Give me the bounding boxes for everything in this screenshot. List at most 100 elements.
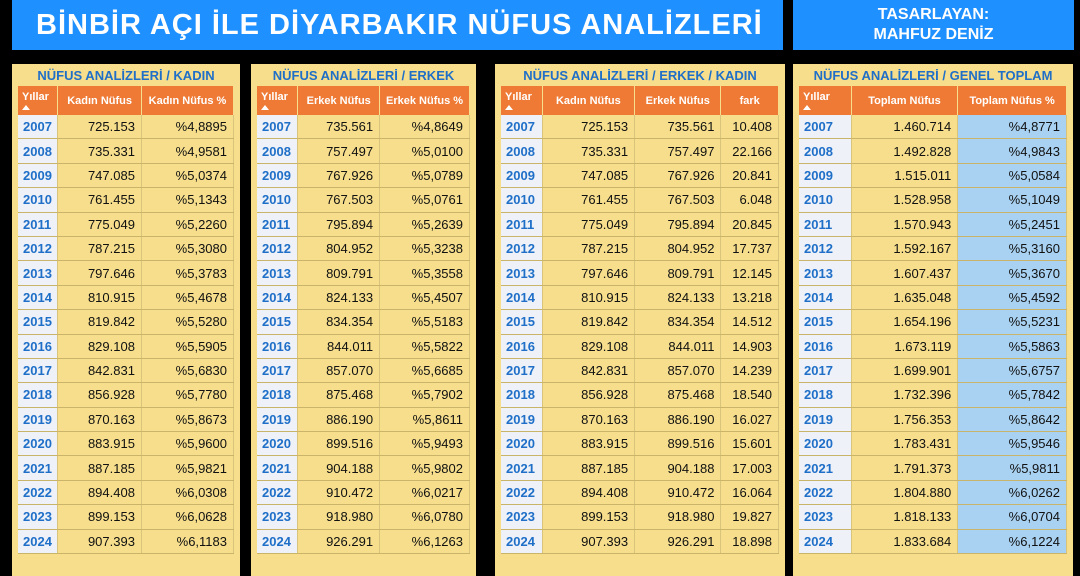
value-cell: 725.153 — [57, 115, 142, 140]
table-row: 2024 907.393 926.291 18.898 — [501, 529, 779, 555]
year-cell: 2017 — [799, 358, 852, 384]
year-cell: 2015 — [799, 309, 852, 335]
column-header[interactable]: Erkek Nüfus % — [379, 86, 470, 115]
value-cell: %6,0780 — [379, 504, 470, 530]
table-row: 2010 1.528.958 %5,1049 — [799, 187, 1067, 213]
column-header[interactable]: Kadın Nüfus — [57, 86, 142, 115]
value-cell: 857.070 — [297, 358, 381, 384]
year-cell: 2010 — [257, 187, 299, 213]
year-cell: 2011 — [18, 212, 59, 237]
sort-arrow-icon[interactable] — [22, 105, 30, 110]
year-cell: 2011 — [501, 212, 543, 237]
value-cell: 19.827 — [720, 504, 779, 530]
value-cell: 1.673.119 — [851, 334, 959, 359]
table-row: 2018 1.732.396 %5,7842 — [799, 382, 1067, 408]
percent-bar-cell: %5,5863 — [957, 334, 1067, 359]
value-cell: 747.085 — [542, 163, 636, 189]
table-row: 2008 1.492.828 %4,9843 — [799, 138, 1067, 164]
year-cell: 2017 — [18, 358, 59, 384]
table-row: 2024 1.833.684 %6,1224 — [799, 529, 1067, 555]
table-row: 2010 767.503 %5,0761 — [257, 187, 470, 213]
table-row: 2022 910.472 %6,0217 — [257, 480, 470, 506]
table-row: 2013 797.646 809.791 12.145 — [501, 260, 779, 286]
column-header[interactable]: Yıllar — [257, 86, 299, 115]
value-cell: %6,0628 — [141, 504, 235, 530]
table-row: 2014 824.133 %5,4507 — [257, 285, 470, 311]
year-cell: 2023 — [501, 504, 543, 530]
value-cell: 1.833.684 — [851, 529, 959, 555]
column-header[interactable]: fark — [720, 86, 779, 115]
value-cell: 844.011 — [297, 334, 381, 359]
percent-bar-cell: %5,3670 — [957, 260, 1067, 286]
value-cell: 797.646 — [542, 260, 636, 286]
value-cell: %5,1343 — [141, 187, 235, 213]
year-cell: 2011 — [799, 212, 852, 237]
value-cell: 761.455 — [542, 187, 636, 213]
value-cell: %5,3238 — [379, 236, 470, 262]
value-cell: 22.166 — [720, 138, 779, 164]
year-cell: 2007 — [501, 115, 543, 140]
table-row: 2017 842.831 %5,6830 — [18, 358, 235, 384]
column-header[interactable]: Toplam Nüfus — [851, 86, 959, 115]
value-cell: 918.980 — [634, 504, 722, 530]
table-row: 2012 787.215 804.952 17.737 — [501, 236, 779, 262]
value-cell: 887.185 — [57, 455, 142, 481]
year-cell: 2019 — [501, 407, 543, 433]
column-header[interactable]: Erkek Nüfus — [297, 86, 381, 115]
year-cell: 2021 — [799, 455, 852, 481]
value-cell: 1.460.714 — [851, 115, 959, 140]
sort-arrow-icon[interactable] — [803, 105, 811, 110]
column-header-label: Erkek Nüfus — [645, 94, 710, 107]
value-cell: 797.646 — [57, 260, 142, 286]
year-cell: 2011 — [257, 212, 299, 237]
year-cell: 2014 — [501, 285, 543, 311]
column-header-label: Toplam Nüfus % — [969, 94, 1055, 107]
sort-arrow-icon[interactable] — [505, 105, 513, 110]
year-cell: 2014 — [18, 285, 59, 311]
year-cell: 2018 — [18, 382, 59, 408]
column-header-label: fark — [739, 94, 760, 107]
percent-bar-cell: %4,8771 — [957, 115, 1067, 140]
table-row: 2016 844.011 %5,5822 — [257, 334, 470, 359]
value-cell: %5,9493 — [379, 431, 470, 457]
column-header[interactable]: Yıllar — [501, 86, 543, 115]
value-cell: 1.635.048 — [851, 285, 959, 311]
value-cell: %5,7780 — [141, 382, 235, 408]
value-cell: 875.468 — [297, 382, 381, 408]
value-cell: 1.654.196 — [851, 309, 959, 335]
value-cell: %4,8649 — [379, 115, 470, 140]
panel-title: NÜFUS ANALİZLERİ / KADIN — [37, 68, 215, 83]
table-row: 2015 819.842 %5,5280 — [18, 309, 235, 335]
table-row: 2023 899.153 %6,0628 — [18, 504, 235, 530]
value-cell: %5,8611 — [379, 407, 470, 433]
value-cell: 904.188 — [297, 455, 381, 481]
column-header-label: Yıllar — [22, 91, 49, 103]
value-cell: 17.003 — [720, 455, 779, 481]
column-header[interactable]: Kadın Nüfus % — [141, 86, 235, 115]
value-cell: 887.185 — [542, 455, 636, 481]
value-cell: 767.503 — [297, 187, 381, 213]
column-header[interactable]: Erkek Nüfus — [634, 86, 722, 115]
column-header[interactable]: Toplam Nüfus % — [957, 86, 1067, 115]
year-cell: 2010 — [501, 187, 543, 213]
value-cell: 894.408 — [57, 480, 142, 506]
table-row: 2010 761.455 767.503 6.048 — [501, 187, 779, 213]
year-cell: 2015 — [257, 309, 299, 335]
column-header-label: Kadın Nüfus — [555, 94, 621, 107]
column-header[interactable]: Yıllar — [18, 86, 59, 115]
value-cell: 894.408 — [542, 480, 636, 506]
percent-bar-cell: %5,7842 — [957, 382, 1067, 408]
value-cell: 20.845 — [720, 212, 779, 237]
column-header[interactable]: Yıllar — [799, 86, 852, 115]
value-cell: %5,0374 — [141, 163, 235, 189]
column-header[interactable]: Kadın Nüfus — [542, 86, 636, 115]
value-cell: 886.190 — [297, 407, 381, 433]
percent-bar-cell: %5,2451 — [957, 212, 1067, 237]
table-row: 2022 894.408 %6,0308 — [18, 480, 235, 506]
year-cell: 2016 — [18, 334, 59, 359]
value-cell: 761.455 — [57, 187, 142, 213]
table-row: 2020 1.783.431 %5,9546 — [799, 431, 1067, 457]
sort-arrow-icon[interactable] — [261, 105, 269, 110]
value-cell: 787.215 — [57, 236, 142, 262]
value-cell: %5,9821 — [141, 455, 235, 481]
